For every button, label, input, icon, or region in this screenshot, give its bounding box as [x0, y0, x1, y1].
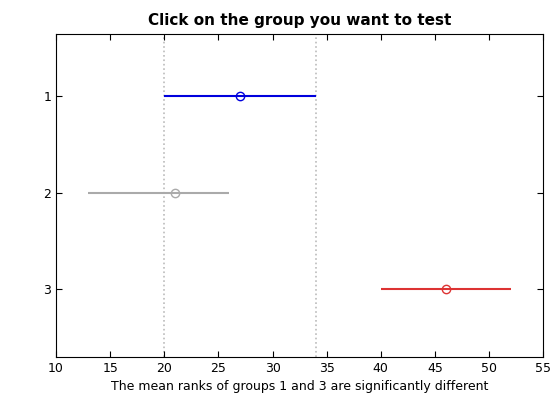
X-axis label: The mean ranks of groups 1 and 3 are significantly different: The mean ranks of groups 1 and 3 are sig… [111, 381, 488, 394]
Title: Click on the group you want to test: Click on the group you want to test [148, 13, 451, 28]
